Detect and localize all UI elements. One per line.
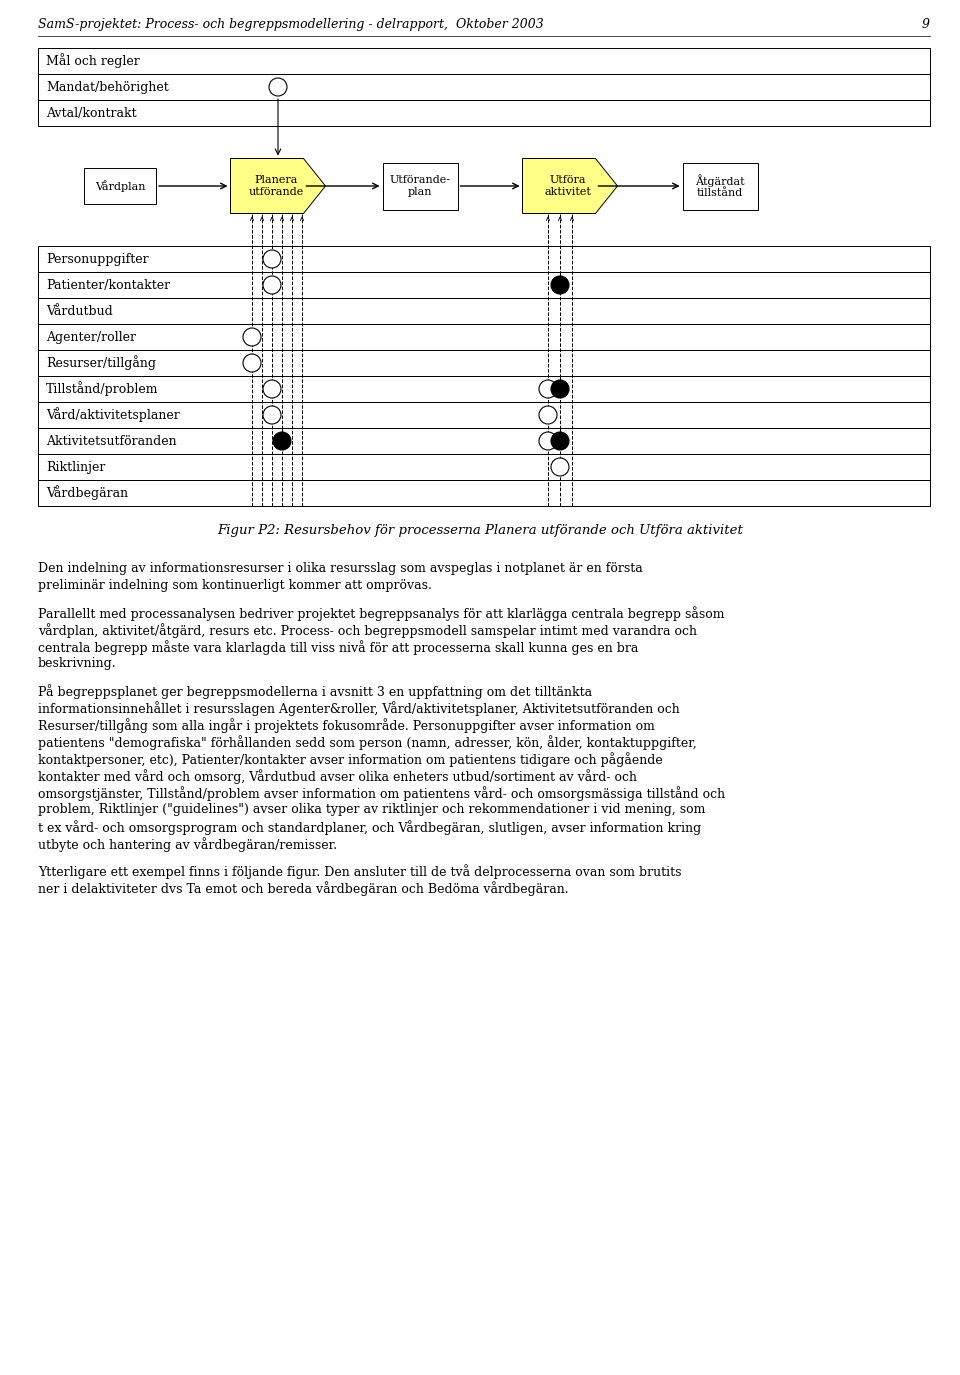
Text: preliminär indelning som kontinuerligt kommer att omprövas.: preliminär indelning som kontinuerligt k…: [38, 579, 432, 593]
Circle shape: [243, 353, 261, 373]
Circle shape: [263, 406, 281, 424]
Text: Resurser/tillgång som alla ingår i projektets fokusområde. Personuppgifter avser: Resurser/tillgång som alla ingår i proje…: [38, 718, 655, 733]
Text: Åtgärdat
tillstånd: Åtgärdat tillstånd: [695, 173, 745, 198]
Text: Patienter/kontakter: Patienter/kontakter: [46, 279, 170, 292]
Text: Avtal/kontrakt: Avtal/kontrakt: [46, 106, 136, 120]
Circle shape: [539, 432, 557, 450]
Text: patientens "demografiska" förhållanden sedd som person (namn, adresser, kön, åld: patientens "demografiska" förhållanden s…: [38, 736, 697, 749]
Polygon shape: [230, 158, 325, 213]
Bar: [38, 298, 930, 324]
Circle shape: [273, 432, 291, 450]
Bar: [84, 168, 156, 204]
Text: 9: 9: [922, 18, 930, 32]
Bar: [38, 100, 930, 126]
Text: kontakter med vård och omsorg, Vårdutbud avser olika enheters utbud/sortiment av: kontakter med vård och omsorg, Vårdutbud…: [38, 769, 637, 784]
Text: Vårdbegäran: Vårdbegäran: [46, 485, 128, 500]
Bar: [38, 246, 930, 272]
Text: centrala begrepp måste vara klarlagda till viss nivå för att processerna skall k: centrala begrepp måste vara klarlagda ti…: [38, 639, 638, 654]
Text: Mandat/behörighet: Mandat/behörighet: [46, 81, 169, 94]
Circle shape: [539, 380, 557, 397]
Text: Personuppgifter: Personuppgifter: [46, 253, 149, 265]
Text: Utföra
aktivitet: Utföra aktivitet: [544, 175, 591, 197]
Text: Vård/aktivitetsplaner: Vård/aktivitetsplaner: [46, 407, 180, 422]
Text: vårdplan, aktivitet/åtgärd, resurs etc. Process- och begreppsmodell samspelar in: vårdplan, aktivitet/åtgärd, resurs etc. …: [38, 623, 697, 638]
Text: Parallellt med processanalysen bedriver projektet begreppsanalys för att klarläg: Parallellt med processanalysen bedriver …: [38, 606, 725, 622]
Bar: [38, 74, 930, 100]
Bar: [38, 402, 930, 428]
Bar: [683, 162, 757, 209]
Text: t ex vård- och omsorgsprogram och standardplaner, och Vårdbegäran, slutligen, av: t ex vård- och omsorgsprogram och standa…: [38, 820, 701, 835]
Text: Riktlinjer: Riktlinjer: [46, 461, 106, 473]
Bar: [38, 480, 930, 506]
Text: Den indelning av informationsresurser i olika resursslag som avspeglas i notplan: Den indelning av informationsresurser i …: [38, 562, 643, 575]
Text: På begreppsplanet ger begreppsmodellerna i avsnitt 3 en uppfattning om det tillt: På begreppsplanet ger begreppsmodellerna…: [38, 683, 592, 698]
Text: Agenter/roller: Agenter/roller: [46, 330, 136, 344]
Bar: [38, 48, 930, 74]
Text: informationsinnehållet i resursslagen Agenter&roller, Vård/aktivitetsplaner, Akt: informationsinnehållet i resursslagen Ag…: [38, 701, 680, 716]
Text: Tillstånd/problem: Tillstånd/problem: [46, 382, 158, 396]
Circle shape: [539, 406, 557, 424]
Text: Vårdplan: Vårdplan: [95, 180, 145, 192]
Bar: [382, 162, 458, 209]
Bar: [38, 375, 930, 401]
Text: Mål och regler: Mål och regler: [46, 54, 140, 69]
Text: Resurser/tillgång: Resurser/tillgång: [46, 356, 156, 370]
Circle shape: [243, 329, 261, 346]
Text: problem, Riktlinjer ("guidelines") avser olika typer av riktlinjer och rekommend: problem, Riktlinjer ("guidelines") avser…: [38, 803, 706, 815]
Bar: [38, 428, 930, 454]
Text: SamS-projektet: Process- och begreppsmodellering - delrapport,  Oktober 2003: SamS-projektet: Process- och begreppsmod…: [38, 18, 543, 32]
Text: Planera
utförande: Planera utförande: [249, 175, 303, 197]
Text: Utförande-
plan: Utförande- plan: [390, 175, 450, 197]
Text: Aktivitetsutföranden: Aktivitetsutföranden: [46, 434, 177, 447]
Circle shape: [263, 276, 281, 294]
Circle shape: [263, 250, 281, 268]
Polygon shape: [522, 158, 617, 213]
Text: utbyte och hantering av vårdbegäran/remisser.: utbyte och hantering av vårdbegäran/remi…: [38, 837, 337, 852]
Bar: [38, 454, 930, 480]
Text: Vårdutbud: Vårdutbud: [46, 304, 112, 318]
Circle shape: [263, 380, 281, 397]
Text: ner i delaktiviteter dvs Ta emot och bereda vårdbegäran och Bedöma vårdbegäran.: ner i delaktiviteter dvs Ta emot och ber…: [38, 881, 568, 896]
Text: kontaktpersoner, etc), Patienter/kontakter avser information om patientens tidig: kontaktpersoner, etc), Patienter/kontakt…: [38, 752, 662, 767]
Circle shape: [551, 380, 569, 397]
Text: Ytterligare ett exempel finns i följande figur. Den ansluter till de två delproc: Ytterligare ett exempel finns i följande…: [38, 864, 682, 879]
Text: omsorgstjänster, Tillstånd/problem avser information om patientens vård- och oms: omsorgstjänster, Tillstånd/problem avser…: [38, 786, 725, 800]
Bar: [38, 272, 930, 298]
Circle shape: [551, 432, 569, 450]
Bar: [38, 324, 930, 351]
Bar: [38, 351, 930, 375]
Text: beskrivning.: beskrivning.: [38, 657, 116, 670]
Text: Figur P2: Resursbehov för processerna Planera utförande och Utföra aktivitet: Figur P2: Resursbehov för processerna Pl…: [217, 524, 743, 538]
Circle shape: [551, 276, 569, 294]
Circle shape: [551, 458, 569, 476]
